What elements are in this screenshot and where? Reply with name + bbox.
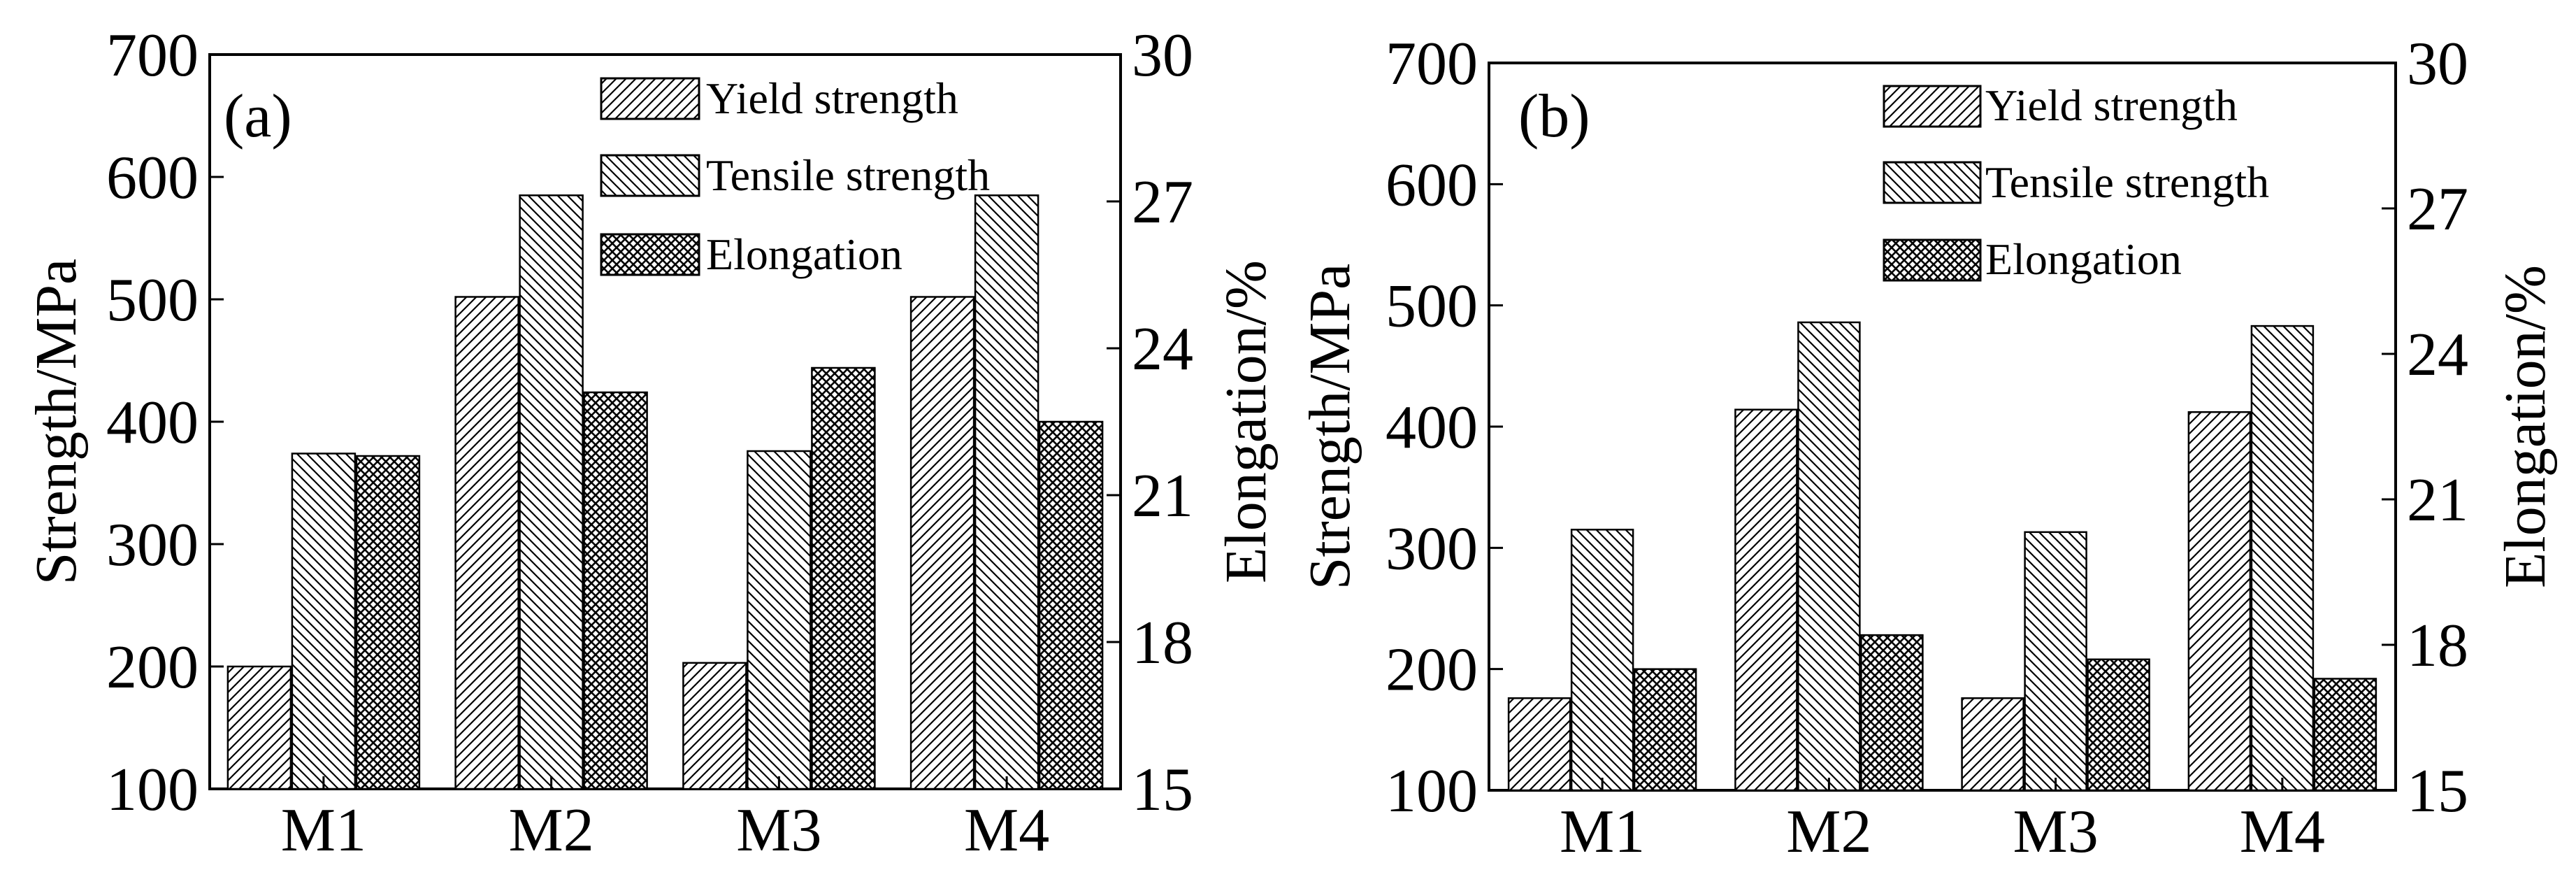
legend-label-elongation: Elongation xyxy=(706,229,902,279)
y2-tick-label: 24 xyxy=(1132,315,1193,383)
y2-tick-label: 30 xyxy=(1132,22,1193,90)
legend-swatch-tensile xyxy=(600,154,700,197)
legend-label-tensile: Tensile strength xyxy=(1985,157,2269,207)
bar-elongation-m4 xyxy=(1038,420,1104,790)
y2-tick-label: 30 xyxy=(2407,30,2468,98)
x-tick-label: M1 xyxy=(1560,798,1645,866)
bar-yield-strength-m2 xyxy=(1734,408,1798,792)
legend-label-yield: Yield strength xyxy=(706,73,958,123)
bar-yield-strength-m4 xyxy=(2187,411,2252,792)
y-tick-label: 600 xyxy=(1386,151,1478,219)
x-tick-label: M3 xyxy=(2013,798,2099,866)
bar-tensile-strength-m2 xyxy=(519,194,584,790)
bar-tensile-strength-m1 xyxy=(291,452,357,790)
bar-elongation-m3 xyxy=(2087,658,2150,792)
legend-swatch-elongation xyxy=(600,233,700,276)
bar-yield-strength-m1 xyxy=(226,665,292,790)
bar-tensile-strength-m3 xyxy=(747,450,812,790)
ticks-group xyxy=(1489,62,2396,792)
x-tick-label: M4 xyxy=(2240,798,2325,866)
x-tick-label: M2 xyxy=(509,797,594,864)
bar-tensile-strength-m3 xyxy=(2024,531,2087,792)
bar-tensile-strength-m2 xyxy=(1797,321,1861,792)
tick-labels-group: M1 M2 M3 M4 100 200 300 400 500 600 700 15 18 21 24 27 3… xyxy=(106,22,1193,864)
chart-panel-a: M1 M2 M3 M4 100 200 300 400 500 600 700 15 18 21 24 27 3… xyxy=(24,22,1279,864)
y-tick-label: 400 xyxy=(106,389,199,457)
y-tick-label: 700 xyxy=(106,22,199,90)
bar-elongation-m2 xyxy=(583,391,648,790)
bar-tensile-strength-m1 xyxy=(1570,529,1634,792)
y2-axis-title: Elongation/% xyxy=(1214,260,1279,583)
legend-label-yield: Yield strength xyxy=(1985,80,2238,130)
y2-tick-label: 24 xyxy=(2407,321,2468,389)
bar-elongation-m4 xyxy=(2313,678,2377,792)
bar-elongation-m1 xyxy=(1633,668,1697,792)
y2-tick-label: 21 xyxy=(2407,466,2468,534)
y-tick-label: 100 xyxy=(106,756,199,824)
bar-elongation-m1 xyxy=(355,455,421,790)
y2-tick-label: 18 xyxy=(2407,612,2468,680)
y2-tick-label: 21 xyxy=(1132,462,1193,530)
y-tick-label: 200 xyxy=(106,634,199,701)
y-tick-label: 700 xyxy=(1386,30,1478,98)
y-tick-label: 500 xyxy=(1386,273,1478,341)
tick-labels-group: M1 M2 M3 M4 100 200 300 400 500 600 700 15 18 21 24 27 3… xyxy=(1386,30,2468,866)
legend: Yield strength Tensile strength Elongati… xyxy=(600,73,990,279)
y-tick-label: 600 xyxy=(106,144,199,212)
x-tick-label: M3 xyxy=(736,797,821,864)
y2-tick-label: 15 xyxy=(1132,756,1193,824)
legend-label-tensile: Tensile strength xyxy=(706,150,990,200)
ticks-group xyxy=(210,53,1121,790)
y-axis-title: Strength/MPa xyxy=(1297,264,1362,590)
x-tick-label: M1 xyxy=(281,797,366,864)
chart-panel-b: M1 M2 M3 M4 100 200 300 400 500 600 700 15 18 21 24 27 3… xyxy=(1297,30,2558,866)
bar-yield-strength-m4 xyxy=(909,296,975,790)
legend-swatch-tensile xyxy=(1883,161,1982,204)
y-tick-label: 300 xyxy=(1386,515,1478,583)
y-tick-label: 300 xyxy=(106,511,199,579)
bar-yield-strength-m2 xyxy=(454,296,519,790)
bar-elongation-m2 xyxy=(1860,634,1924,792)
y-tick-label: 500 xyxy=(106,266,199,334)
legend-swatch-yield xyxy=(1883,85,1982,128)
x-tick-label: M4 xyxy=(964,797,1049,864)
legend: Yield strength Tensile strength Elongati… xyxy=(1883,80,2269,284)
y2-tick-label: 18 xyxy=(1132,609,1193,677)
x-tick-label: M2 xyxy=(1786,798,1871,866)
y-tick-label: 400 xyxy=(1386,394,1478,462)
bar-yield-strength-m3 xyxy=(682,662,747,790)
y2-tick-label: 27 xyxy=(1132,169,1193,236)
y-axis-title: Strength/MPa xyxy=(24,259,89,585)
legend-label-elongation: Elongation xyxy=(1985,234,2182,284)
bar-elongation-m3 xyxy=(811,366,876,790)
bar-tensile-strength-m4 xyxy=(2250,325,2315,792)
bar-yield-strength-m1 xyxy=(1507,697,1571,792)
panel-label: (a) xyxy=(224,83,292,150)
y-tick-label: 100 xyxy=(1386,757,1478,825)
bars-group xyxy=(1507,321,2377,792)
legend-swatch-yield xyxy=(600,77,700,120)
bars-group xyxy=(226,194,1104,790)
y2-tick-label: 15 xyxy=(2407,757,2468,825)
y2-tick-label: 27 xyxy=(2407,176,2468,243)
y2-axis-title: Elongation/% xyxy=(2493,265,2558,588)
panel-label: (b) xyxy=(1518,83,1590,150)
legend-swatch-elongation xyxy=(1883,238,1982,282)
y-tick-label: 200 xyxy=(1386,636,1478,704)
bar-yield-strength-m3 xyxy=(1961,697,2024,792)
bar-tensile-strength-m4 xyxy=(974,194,1039,790)
